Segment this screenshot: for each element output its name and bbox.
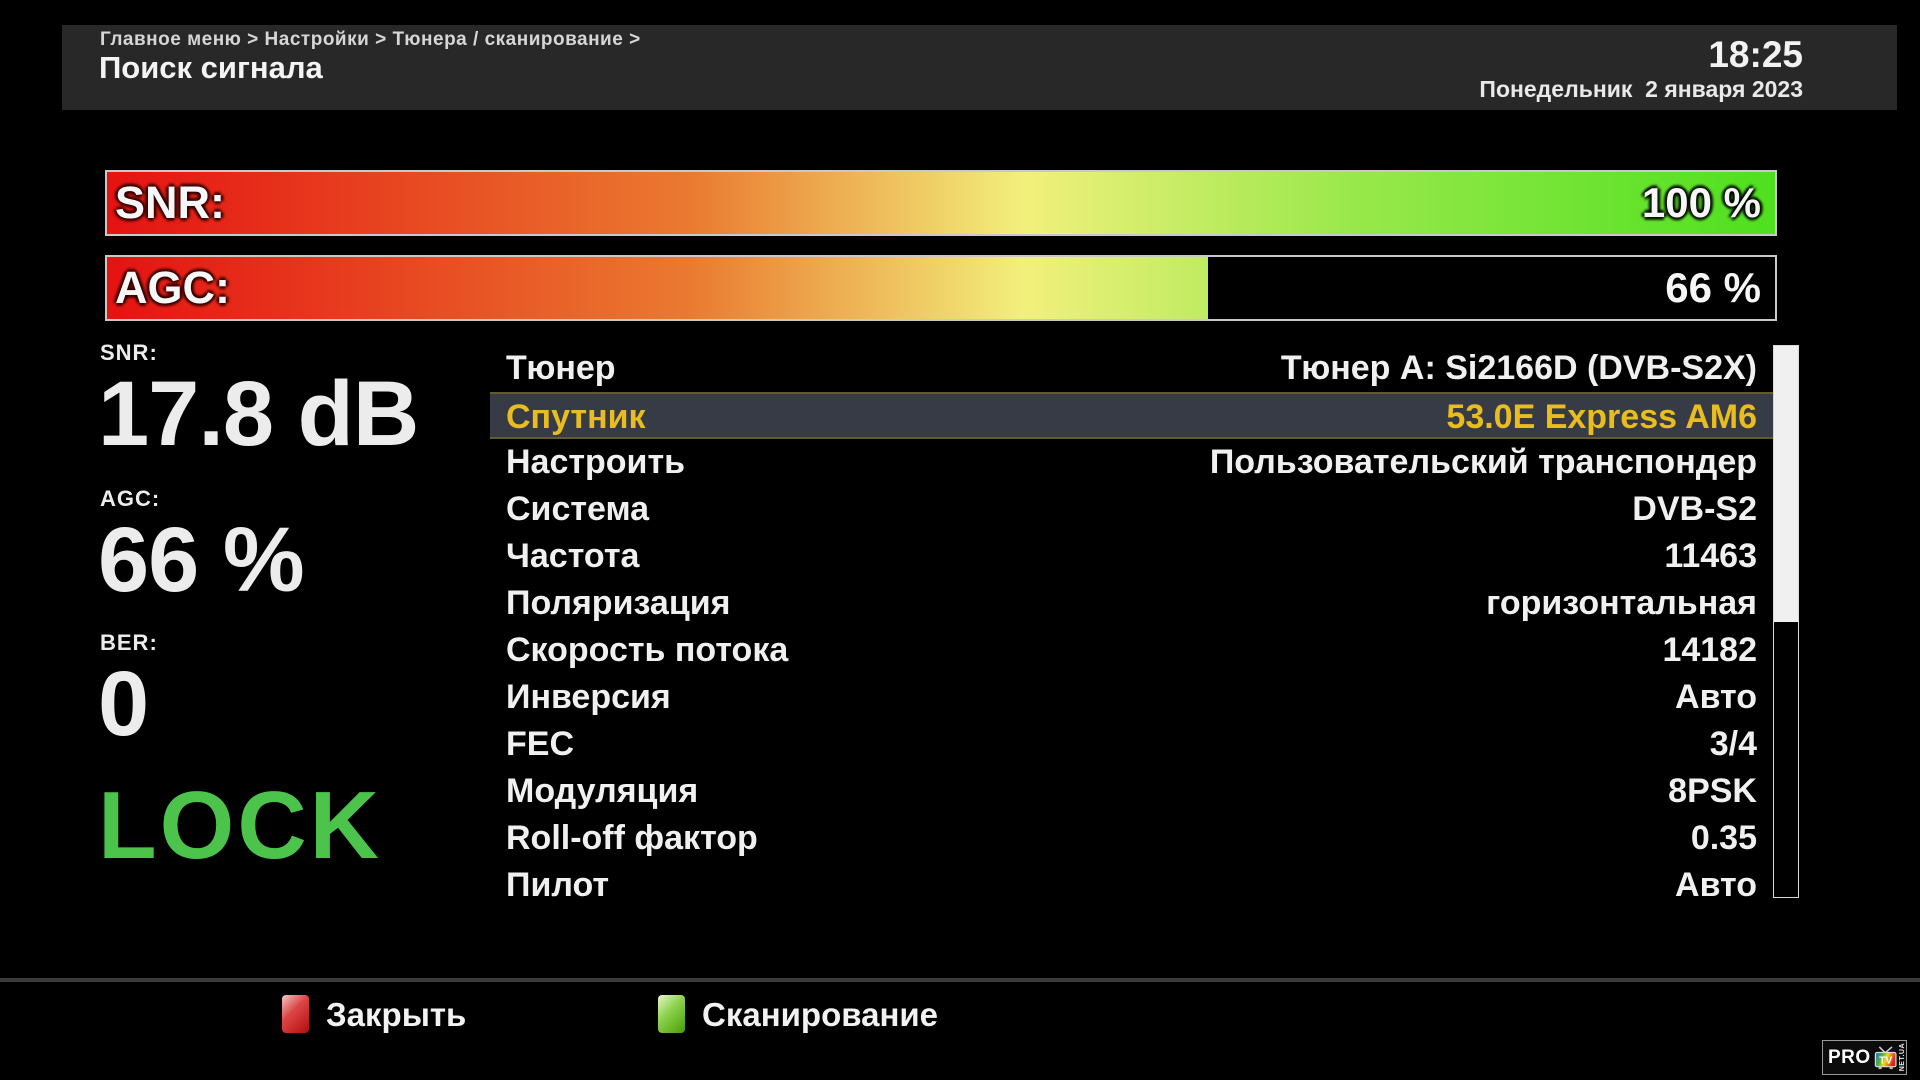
red-key-icon[interactable]	[282, 995, 309, 1033]
menu-row-label: Roll-off фактор	[506, 819, 758, 857]
menu-row-fec[interactable]: FEC 3/4	[490, 721, 1773, 768]
menu-row-value: горизонтальная	[1486, 584, 1757, 622]
agc-signal-bar: AGC: 66 %	[105, 255, 1777, 321]
menu-row-configure[interactable]: Настроить Пользовательский транспондер	[490, 439, 1773, 486]
menu-row-value: 0.35	[1690, 819, 1757, 857]
breadcrumb: Главное меню > Настройки > Тюнера / скан…	[100, 29, 641, 50]
clock-time: 18:25	[1708, 34, 1803, 75]
tv-set-icon: TV	[1874, 1045, 1897, 1069]
menu-row-value: 53.0E Express AM6	[1446, 398, 1757, 436]
snr-signal-bar: SNR: 100 %	[105, 170, 1777, 236]
footer-divider	[0, 978, 1920, 982]
snr-metric-value: 17.8 dB	[98, 363, 419, 465]
clock: 18:25 Понедельник 2 января 2023	[1479, 34, 1803, 102]
menu-row-pilot[interactable]: Пилот Авто	[490, 862, 1773, 909]
menu-row-label: Система	[506, 490, 650, 528]
menu-row-label: Пилот	[506, 866, 610, 904]
menu-row-label: Поляризация	[506, 584, 731, 622]
snr-bar-value: 100 %	[1641, 179, 1761, 226]
agc-metric-label: AGC:	[100, 486, 161, 511]
menu-row-label: Инверсия	[506, 678, 671, 716]
menu-row-label: Модуляция	[506, 772, 699, 810]
menu-row-label: FEC	[506, 725, 574, 763]
menu-row-frequency[interactable]: Частота 11463	[490, 533, 1773, 580]
menu-row-satellite[interactable]: Спутник 53.0E Express AM6	[490, 392, 1773, 439]
protv-logo-text: PRO	[1828, 1046, 1871, 1068]
protv-logo: PRO TV NET.UA	[1822, 1040, 1907, 1075]
menu-row-value: 3/4	[1709, 725, 1757, 763]
menu-row-polarization[interactable]: Поляризация горизонтальная	[490, 580, 1773, 627]
agc-bar-value: 66 %	[1665, 264, 1761, 311]
agc-bar-label: AGC:	[115, 262, 230, 313]
agc-metric-value: 66 %	[98, 509, 305, 611]
menu-row-system[interactable]: Система DVB-S2	[490, 486, 1773, 533]
menu-row-inversion[interactable]: Инверсия Авто	[490, 674, 1773, 721]
menu-row-label: Скорость потока	[506, 631, 789, 669]
snr-bar-label: SNR:	[115, 177, 225, 228]
menu-row-label: Тюнер	[506, 349, 616, 387]
clock-date: Понедельник 2 января 2023	[1479, 75, 1803, 102]
page-title: Поиск сигнала	[99, 50, 323, 85]
svg-text:TV: TV	[1879, 1055, 1892, 1066]
snr-metric-label: SNR:	[100, 340, 158, 365]
menu-row-symbol-rate[interactable]: Скорость потока 14182	[490, 627, 1773, 674]
green-key-icon[interactable]	[658, 995, 685, 1033]
menu-row-value: 8PSK	[1668, 772, 1757, 810]
close-button[interactable]: Закрыть	[326, 996, 467, 1033]
tuner-settings-menu: Тюнер Тюнер А: Si2166D (DVB-S2X) Спутник…	[490, 345, 1773, 909]
lock-status: LOCK	[98, 772, 382, 879]
menu-row-value: DVB-S2	[1632, 490, 1757, 528]
menu-scrollbar[interactable]	[1773, 345, 1799, 898]
menu-row-value: Тюнер А: Si2166D (DVB-S2X)	[1280, 349, 1757, 387]
menu-row-rolloff[interactable]: Roll-off фактор 0.35	[490, 815, 1773, 862]
menu-row-value: Авто	[1675, 866, 1757, 904]
ber-metric-value: 0	[98, 653, 149, 755]
menu-row-value: Пользовательский транспондер	[1209, 443, 1757, 481]
logo-suffix-text: NET.UA	[1899, 1043, 1906, 1072]
menu-row-value: 11463	[1664, 537, 1757, 575]
menu-row-label: Спутник	[506, 398, 646, 436]
menu-row-tuner[interactable]: Тюнер Тюнер А: Si2166D (DVB-S2X)	[490, 345, 1773, 392]
menu-row-label: Частота	[506, 537, 640, 575]
ber-metric-label: BER:	[100, 630, 158, 655]
menu-row-label: Настроить	[506, 443, 686, 481]
scan-button[interactable]: Сканирование	[702, 996, 939, 1033]
agc-bar-mask	[1207, 257, 1775, 319]
scrollbar-thumb[interactable]	[1774, 346, 1798, 622]
menu-row-modulation[interactable]: Модуляция 8PSK	[490, 768, 1773, 815]
menu-row-value: 14182	[1662, 631, 1757, 669]
menu-row-value: Авто	[1675, 678, 1757, 716]
header-band	[62, 25, 1897, 110]
